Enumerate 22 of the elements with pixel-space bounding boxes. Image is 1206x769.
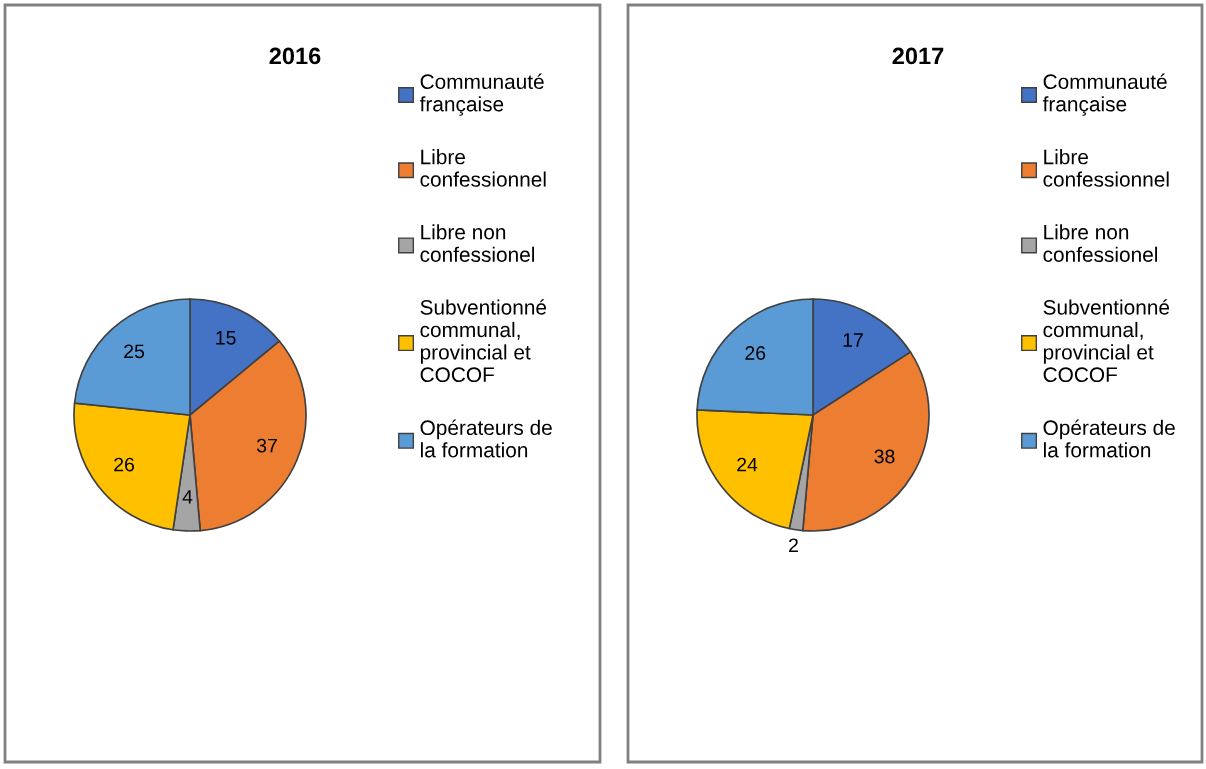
legend-label: Opérateurs de la formation — [420, 419, 552, 458]
chart-title: 2016 — [269, 47, 321, 65]
data-label: 38 — [874, 449, 895, 464]
data-label: 2 — [789, 538, 798, 552]
legend-label: Libre confessionnel — [1043, 149, 1169, 187]
data-label: 37 — [256, 438, 277, 453]
legend-label: Opérateurs de la formation — [1043, 419, 1175, 458]
legend-label: Libre non confessionel — [420, 224, 534, 262]
data-label: 26 — [745, 346, 766, 360]
chart-title: 2017 — [892, 47, 944, 65]
legend-label: Communauté française — [419, 73, 544, 116]
data-label: 25 — [124, 344, 145, 359]
legend-label: Subventionné communal, provincial et COCOF — [420, 299, 547, 383]
data-label: 15 — [216, 331, 236, 345]
data-label: 24 — [737, 457, 758, 472]
data-label: 4 — [182, 490, 193, 504]
legend-label: Communauté française — [1042, 73, 1167, 116]
legend-label: Libre confessionnel — [420, 149, 546, 187]
legend-label: Libre non confessionel — [1043, 224, 1157, 262]
data-label: 26 — [114, 457, 135, 472]
data-label: 17 — [843, 333, 863, 347]
legend-label: Subventionné communal, provincial et COCOF — [1043, 299, 1170, 383]
